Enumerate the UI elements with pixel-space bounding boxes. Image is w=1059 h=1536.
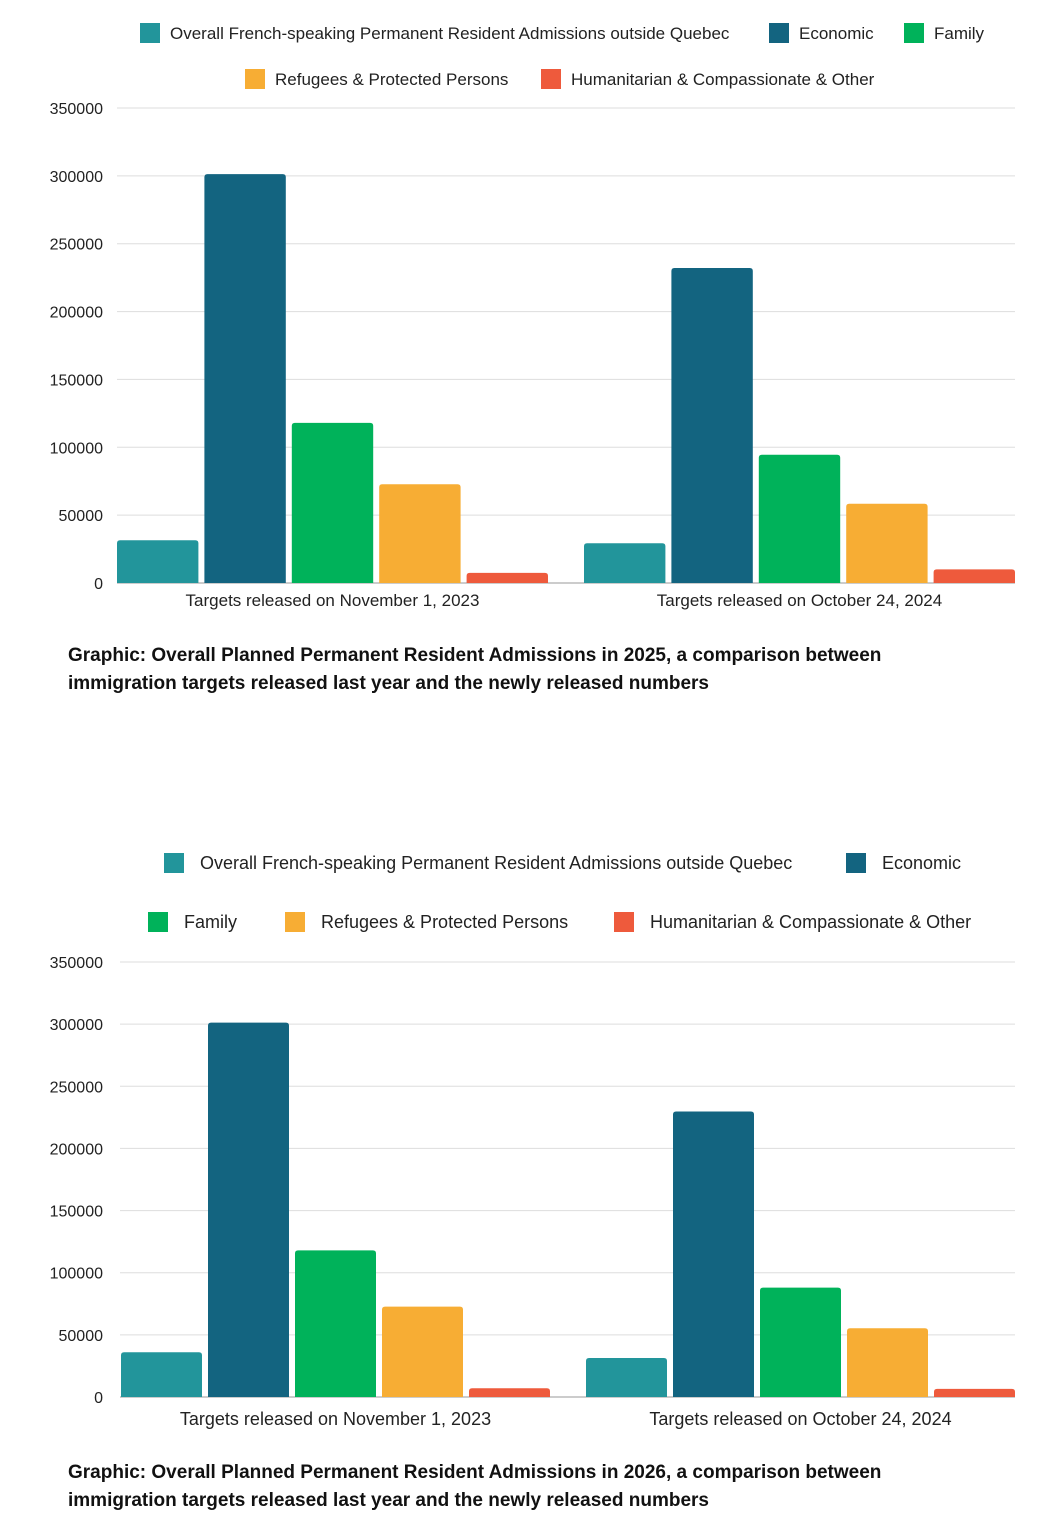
legend-swatch-humanitarian (614, 912, 634, 932)
x-tick-label: Targets released on November 1, 2023 (186, 591, 480, 610)
legend-swatch-francophone (164, 853, 184, 873)
legend-swatch-francophone (140, 23, 160, 43)
bar-refugees (846, 503, 928, 583)
bar-francophone (121, 1352, 202, 1397)
caption-line-1: Graphic: Overall Planned Permanent Resid… (68, 645, 882, 666)
legend-label-refugees: Refugees & Protected Persons (321, 912, 568, 932)
caption-2026: Graphic: Overall Planned Permanent Resid… (68, 1459, 968, 1515)
bar-economic (204, 174, 286, 584)
bar-economic (208, 1022, 289, 1397)
y-tick-label: 100000 (50, 1266, 103, 1283)
legend-swatch-refugees (245, 69, 265, 89)
legend-swatch-economic (769, 23, 789, 43)
y-tick-label: 150000 (50, 1204, 103, 1221)
y-tick-label: 0 (94, 576, 103, 593)
legend-swatch-humanitarian (541, 69, 561, 89)
x-tick-label: Targets released on October 24, 2024 (657, 591, 942, 610)
y-tick-label: 100000 (50, 440, 103, 457)
chart-2026: 0 50000 100000 150000 200000 250000 300000 3500… (50, 853, 1015, 1429)
legend-swatch-family (904, 23, 924, 43)
bar-family (758, 454, 841, 583)
legend-swatch-refugees (285, 912, 305, 932)
y-tick-label: 300000 (50, 169, 103, 186)
y-tick-label: 150000 (50, 372, 103, 389)
bar-economic (673, 1111, 754, 1397)
y-tick-label: 0 (94, 1390, 103, 1407)
legend-label-economic: Economic (882, 853, 961, 873)
chart-2025: 0 50000 100000 150000 200000 250000 300000 3500… (50, 23, 1015, 610)
y-tick-label: 200000 (50, 305, 103, 322)
bar-francophone (586, 1358, 667, 1397)
x-tick-label: Targets released on October 24, 2024 (649, 1409, 951, 1429)
legend-label-humanitarian: Humanitarian & Compassionate & Other (571, 70, 875, 89)
caption-line-2: immigration targets released last year a… (68, 1490, 709, 1511)
legend-swatch-economic (846, 853, 866, 873)
bar-humanitarian (933, 569, 1015, 583)
legend-label-economic: Economic (799, 24, 874, 43)
bar-refugees (382, 1306, 463, 1397)
caption-line-2: immigration targets released last year a… (68, 673, 709, 694)
bar-humanitarian (934, 1388, 1015, 1397)
bar-refugees (847, 1328, 928, 1397)
legend-label-francophone: Overall French-speaking Permanent Reside… (200, 853, 792, 873)
bar-family (295, 1250, 376, 1397)
legend-label-refugees: Refugees & Protected Persons (275, 70, 508, 89)
legend-label-family: Family (934, 24, 985, 43)
y-tick-label: 200000 (50, 1141, 103, 1158)
y-tick-label: 50000 (59, 508, 104, 525)
x-tick-label: Targets released on November 1, 2023 (180, 1409, 491, 1429)
y-tick-label: 350000 (50, 955, 103, 972)
bar-family (760, 1287, 841, 1397)
legend-label-francophone: Overall French-speaking Permanent Reside… (170, 24, 730, 43)
y-tick-label: 250000 (50, 237, 103, 254)
bar-humanitarian (469, 1388, 550, 1397)
bar-francophone (117, 540, 199, 583)
legend-label-humanitarian: Humanitarian & Compassionate & Other (650, 912, 971, 932)
y-tick-label: 250000 (50, 1079, 103, 1096)
caption-2025: Graphic: Overall Planned Permanent Resid… (68, 642, 968, 698)
bar-francophone (584, 543, 666, 583)
bar-economic (671, 267, 753, 583)
legend-label-family: Family (184, 912, 237, 932)
y-tick-label: 350000 (50, 101, 103, 118)
y-tick-label: 300000 (50, 1017, 103, 1034)
y-tick-label: 50000 (59, 1328, 104, 1345)
caption-line-1: Graphic: Overall Planned Permanent Resid… (68, 1462, 882, 1483)
bar-family (291, 422, 374, 583)
bar-refugees (379, 484, 461, 583)
bar-humanitarian (466, 572, 548, 583)
legend-swatch-family (148, 912, 168, 932)
